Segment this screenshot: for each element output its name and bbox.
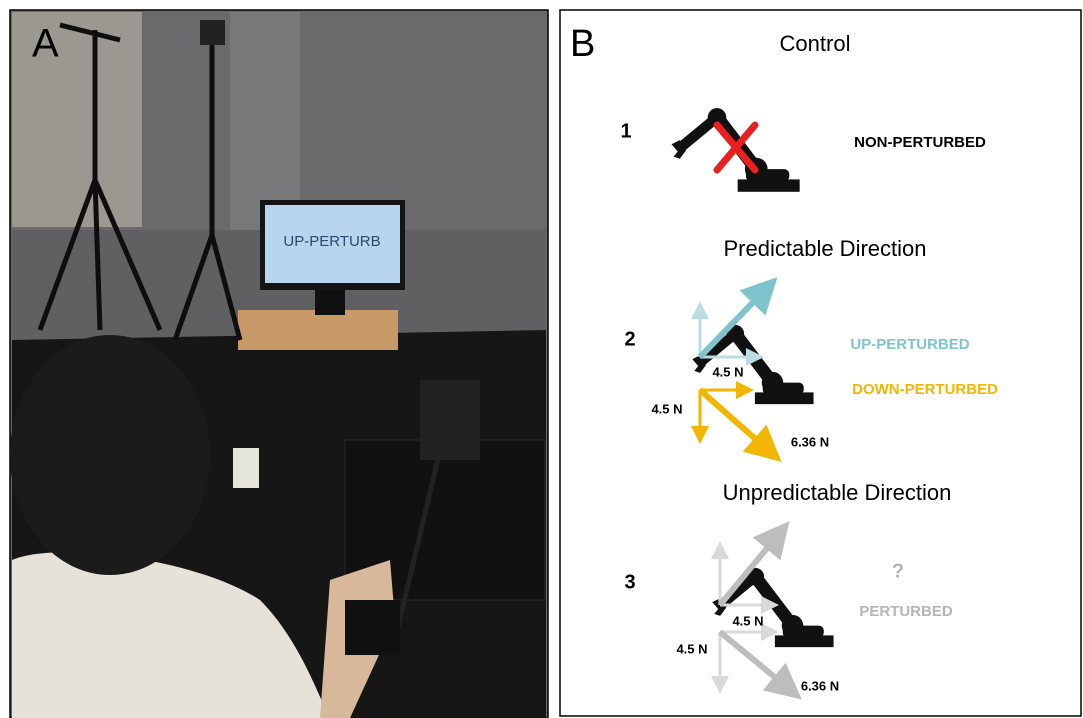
panel-label: A bbox=[32, 22, 59, 66]
condition-label: UP-PERTURBED bbox=[850, 336, 969, 353]
camera bbox=[200, 20, 225, 45]
panel-b: B Control 1 NON-PERTURBED Predictable Di… bbox=[560, 10, 1081, 716]
condition-label: NON-PERTURBED bbox=[854, 134, 986, 151]
force-label: 4.5 N bbox=[676, 641, 707, 656]
figure: UP-PERTURB A B Control 1 NON-PERTURBED P… bbox=[0, 0, 1083, 718]
section-heading: Unpredictable Direction bbox=[723, 480, 952, 505]
robot-device bbox=[420, 380, 480, 460]
panel-label: B bbox=[570, 23, 595, 65]
condition-label: DOWN-PERTURBED bbox=[852, 381, 998, 398]
unknown-symbol: ? bbox=[892, 560, 904, 582]
panel-frame bbox=[560, 10, 1081, 716]
person-head bbox=[10, 335, 210, 575]
section-heading: Predictable Direction bbox=[724, 236, 927, 261]
force-label: 6.36 N bbox=[801, 678, 839, 693]
panel-a: UP-PERTURB A bbox=[10, 10, 548, 718]
section-number: 2 bbox=[624, 328, 635, 350]
section-number: 1 bbox=[620, 120, 631, 142]
force-label: 4.5 N bbox=[651, 401, 682, 416]
monitor-text: UP-PERTURB bbox=[283, 233, 380, 250]
condition-label: PERTURBED bbox=[859, 603, 953, 620]
force-label: 4.5 N bbox=[712, 364, 743, 379]
section-heading: Control bbox=[780, 31, 851, 56]
section-number: 3 bbox=[624, 571, 635, 593]
monitor-stand bbox=[238, 310, 398, 350]
force-label: 6.36 N bbox=[791, 434, 829, 449]
monitor-neck bbox=[315, 290, 345, 315]
block bbox=[233, 448, 259, 488]
wrist-brace bbox=[345, 600, 400, 655]
force-label: 4.5 N bbox=[732, 613, 763, 628]
